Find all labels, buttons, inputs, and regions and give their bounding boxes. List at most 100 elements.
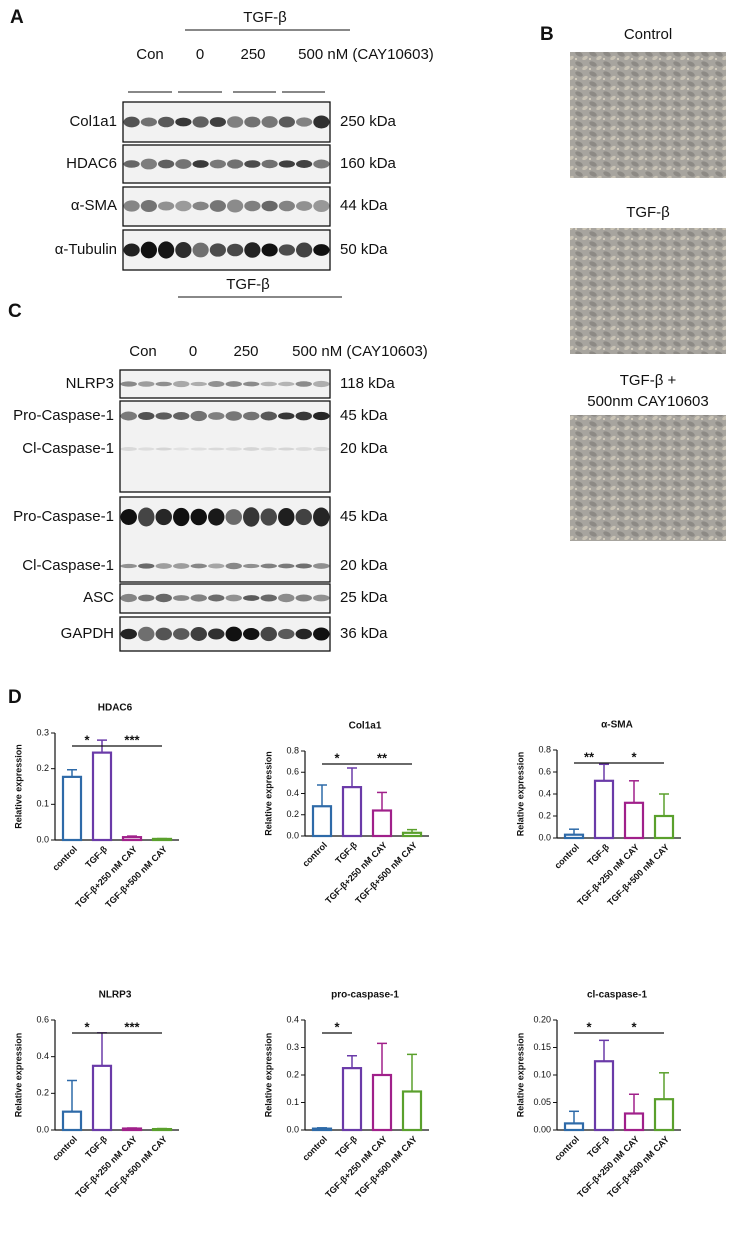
blot-band [173, 412, 190, 420]
bar [593, 1060, 615, 1132]
blot-band [140, 158, 157, 170]
size-label: 118 kDa [340, 375, 395, 392]
y-tick-label: 0.20 [533, 1014, 551, 1024]
bar [121, 1127, 143, 1132]
blot-band [313, 507, 330, 527]
blot-band [155, 563, 172, 569]
blot-band [313, 244, 330, 256]
y-tick-label: 0.8 [286, 745, 299, 755]
bar [623, 1112, 645, 1132]
blot-band [138, 626, 155, 642]
blot-band [260, 381, 277, 387]
column-label: Con [129, 343, 157, 360]
blot-band [313, 380, 330, 388]
blot-band [190, 563, 207, 569]
y-tick-label: 0.4 [286, 788, 299, 798]
blot-band [278, 447, 295, 451]
bar [121, 836, 143, 842]
blot-band [123, 116, 140, 128]
bar [91, 1064, 113, 1132]
blot-band [190, 594, 207, 602]
blot-band [123, 243, 140, 257]
y-tick-label: 0.3 [286, 1042, 299, 1052]
blot-band [244, 200, 261, 212]
blot-band [278, 116, 295, 128]
protein-label: α-Tubulin [55, 241, 117, 258]
blot-band [138, 411, 155, 421]
blot-band [123, 200, 140, 212]
blot-band [175, 200, 192, 212]
micrograph [570, 228, 726, 354]
blot-band [155, 508, 172, 526]
blot-band [208, 447, 225, 451]
significance-label: *** [124, 1019, 140, 1034]
micrograph [570, 415, 726, 541]
y-tick-label: 0.8 [538, 744, 551, 754]
protein-label: α-SMA [71, 197, 117, 214]
significance-label: *** [124, 732, 140, 747]
bar [341, 1067, 363, 1132]
blot-band [120, 628, 137, 640]
y-axis-label: Relative expression [13, 1033, 23, 1118]
y-tick-label: 0.0 [286, 1124, 299, 1134]
blot-band [209, 243, 226, 257]
blot-band [296, 242, 313, 258]
protein-label: Cl-Caspase-1 [22, 440, 114, 457]
blot-band [313, 594, 330, 602]
x-tick-label: TGF-β [83, 1134, 109, 1160]
chart-title: NLRP3 [99, 990, 132, 1001]
blot-membrane [122, 186, 331, 227]
blot-band [155, 447, 172, 451]
blot-band [173, 628, 190, 640]
blot-band [313, 411, 330, 421]
size-label: 45 kDa [340, 407, 388, 424]
blot-band [295, 508, 312, 526]
blot-band [295, 594, 312, 602]
blot-band [296, 201, 313, 211]
y-axis-label: Relative expression [263, 1033, 273, 1118]
blot-band [278, 200, 295, 212]
blot-band [158, 116, 175, 128]
y-tick-label: 0.2 [538, 810, 551, 820]
protein-label: ASC [83, 589, 114, 606]
y-tick-label: 0.4 [538, 788, 551, 798]
blot-band [295, 447, 312, 451]
blot-band [138, 381, 155, 387]
blot-band [192, 242, 209, 258]
blot-band [260, 563, 277, 569]
blot-band [158, 241, 175, 259]
blot-band [225, 509, 242, 525]
y-tick-label: 0.0 [538, 832, 551, 842]
significance-label: ** [584, 749, 595, 764]
blot-band [225, 626, 242, 642]
significance-label: * [84, 732, 90, 747]
panel-label: B [540, 24, 554, 45]
blot-membrane [122, 101, 331, 143]
blot-band [313, 627, 330, 641]
x-tick-label: control [50, 844, 79, 873]
blot-band [278, 160, 295, 168]
significance-label: * [334, 1019, 340, 1034]
protein-label: Cl-Caspase-1 [22, 557, 114, 574]
image-label: TGF-β [626, 204, 670, 221]
bar [623, 801, 645, 840]
blot-band [155, 381, 172, 387]
y-tick-label: 0.2 [286, 1069, 299, 1079]
blot-band [243, 507, 260, 527]
panel-label: A [10, 7, 24, 28]
size-label: 50 kDa [340, 241, 388, 258]
blot-band [278, 412, 295, 420]
chart-title: pro-caspase-1 [331, 990, 399, 1001]
micrograph [570, 52, 726, 178]
chart-title: α-SMA [601, 720, 633, 731]
blot-band [173, 507, 190, 527]
significance-label: * [631, 749, 637, 764]
blot-band [138, 594, 155, 602]
bar [91, 751, 113, 842]
size-label: 160 kDa [340, 155, 397, 172]
significance-label: * [586, 1019, 592, 1034]
blot-band [260, 594, 277, 602]
column-label: 0 [189, 343, 197, 360]
x-tick-label: control [300, 1134, 329, 1163]
treatment-label: TGF-β [243, 9, 287, 26]
